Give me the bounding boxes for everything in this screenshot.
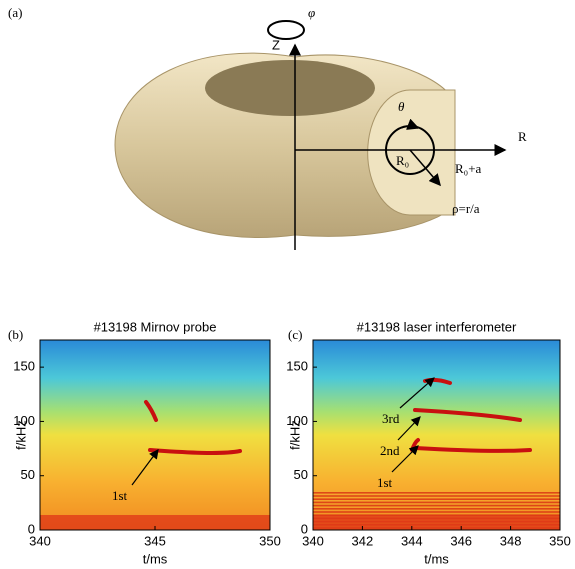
- y-tick-label: 50: [21, 467, 35, 482]
- annotation: 1st: [377, 475, 393, 490]
- r0-label: R₀: [396, 153, 409, 168]
- chart-title: #13198 Mirnov probe: [94, 319, 217, 334]
- x-axis-label: t/ms: [424, 551, 449, 566]
- y-tick-label: 150: [13, 359, 35, 374]
- noise-band: [313, 495, 560, 497]
- mode-streak: [413, 408, 522, 422]
- annotation: 2nd: [380, 443, 400, 458]
- low-band: [313, 515, 560, 530]
- theta-label: θ: [398, 99, 405, 114]
- z-label: Z: [272, 37, 280, 52]
- annotation: 3rd: [382, 411, 400, 426]
- plot-frame: [312, 339, 561, 531]
- spectrogram: [40, 340, 270, 530]
- rotation-loop: [267, 20, 305, 40]
- noise-band: [313, 498, 560, 500]
- x-tick-label: 344: [401, 533, 423, 548]
- x-tick-label: 346: [450, 533, 472, 548]
- annotation: 1st: [112, 488, 128, 503]
- low-band: [40, 515, 270, 530]
- chart-title: #13198 laser interferometer: [357, 319, 517, 334]
- y-tick-label: 150: [286, 359, 308, 374]
- rho-label: ρ=r/a: [452, 201, 480, 216]
- phi-label: φ: [308, 5, 315, 20]
- r-label: R: [518, 129, 527, 144]
- y-tick-label: 0: [28, 521, 35, 536]
- y-axis-label: f/kHz: [287, 420, 302, 450]
- annotation-arrow: [399, 377, 435, 409]
- mode-streak: [144, 400, 158, 422]
- noise-band: [313, 492, 560, 494]
- noise-band: [313, 511, 560, 513]
- x-tick-label: 340: [302, 533, 324, 548]
- noise-band: [313, 501, 560, 504]
- torus-hole: [205, 60, 375, 116]
- spectrogram: [313, 340, 560, 530]
- x-tick-label: 340: [29, 533, 51, 548]
- x-tick-label: 345: [144, 533, 166, 548]
- panel-label: (c): [288, 327, 302, 342]
- y-tick-label: 50: [294, 467, 308, 482]
- x-tick-label: 342: [352, 533, 374, 548]
- y-axis-label: f/kHz: [13, 420, 28, 450]
- torus-diagram: (a) φ Z R θ R₀ R₀+a ρ=r/a: [8, 5, 527, 250]
- x-tick-label: 350: [259, 533, 281, 548]
- y-tick-label: 100: [286, 413, 308, 428]
- x-axis-label: t/ms: [143, 551, 168, 566]
- mode-streak: [413, 446, 532, 453]
- panel-label: (a): [8, 5, 22, 20]
- x-tick-label: 348: [500, 533, 522, 548]
- mode-streak: [148, 448, 242, 455]
- annotation-arrow: [131, 449, 159, 486]
- noise-band: [313, 508, 560, 510]
- y-tick-label: 100: [13, 413, 35, 428]
- noise-band: [313, 504, 560, 507]
- annotation-arrow: [397, 416, 421, 441]
- annotation-arrow: [391, 445, 419, 473]
- r0a-label: R₀+a: [455, 161, 482, 176]
- y-tick-label: 0: [301, 521, 308, 536]
- panel-label: (b): [8, 327, 23, 342]
- x-tick-label: 350: [549, 533, 571, 548]
